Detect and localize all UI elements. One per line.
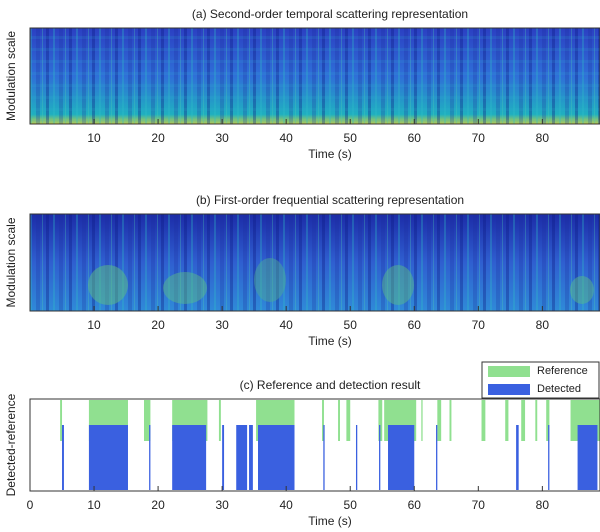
plot-frame — [29, 27, 600, 125]
event-interval — [355, 425, 358, 490]
x-tick-label: 50 — [344, 498, 358, 512]
event-interval — [379, 425, 381, 490]
x-axis-label: Time (s) — [308, 147, 352, 161]
chart-title: (b) First-order frequential scattering r… — [196, 193, 464, 207]
event-interval — [546, 400, 550, 441]
x-tick-label: 50 — [344, 318, 358, 332]
event-interval — [378, 400, 383, 441]
x-tick-label: 0 — [27, 498, 34, 512]
y-axis-label: Modulation scale — [4, 217, 18, 307]
x-axis-label: Time (s) — [308, 334, 352, 348]
x-axis-label: Time (s) — [308, 514, 352, 528]
legend-swatch — [488, 366, 530, 377]
x-tick-label: 70 — [472, 318, 486, 332]
event-interval — [516, 425, 519, 490]
x-tick-label: 80 — [536, 318, 550, 332]
x-tick-label: 60 — [408, 131, 422, 145]
event-interval — [258, 425, 295, 490]
heatmap-texture — [30, 28, 600, 311]
x-tick-label: 70 — [472, 498, 486, 512]
x-tick-label: 20 — [151, 131, 165, 145]
event-interval — [172, 425, 207, 490]
event-interval — [144, 400, 151, 441]
event-interval — [60, 400, 63, 441]
legend-label: Detected — [537, 383, 581, 395]
x-tick-label: 80 — [536, 131, 550, 145]
x-tick-label: 30 — [215, 318, 229, 332]
event-interval — [548, 425, 550, 490]
plot-frame — [29, 398, 600, 492]
event-interval — [322, 400, 324, 441]
event-interval — [421, 400, 423, 441]
x-tick-label: 70 — [472, 131, 486, 145]
event-interval — [481, 400, 486, 441]
x-tick-label: 30 — [215, 498, 229, 512]
x-tick-label: 40 — [280, 318, 294, 332]
event-interval — [236, 425, 248, 490]
event-interval — [449, 400, 452, 441]
legend-swatch — [488, 384, 530, 395]
x-tick-label: 50 — [344, 131, 358, 145]
x-tick-label: 10 — [87, 318, 101, 332]
event-interval — [323, 425, 325, 490]
x-tick-label: 80 — [536, 498, 550, 512]
event-interval — [388, 425, 415, 490]
x-tick-label: 20 — [151, 498, 165, 512]
x-tick-label: 60 — [408, 318, 422, 332]
event-interval — [149, 425, 151, 490]
event-interval — [338, 400, 340, 441]
x-tick-label: 20 — [151, 318, 165, 332]
event-interval — [505, 400, 509, 441]
y-axis-label: Detected-reference — [4, 393, 18, 496]
x-tick-label: 40 — [280, 131, 294, 145]
legend-label: Reference — [537, 365, 588, 377]
chart-title: (c) Reference and detection result — [240, 378, 421, 392]
plot-frame — [29, 213, 600, 312]
x-tick-label: 10 — [87, 131, 101, 145]
x-tick-label: 60 — [408, 498, 422, 512]
event-interval — [346, 400, 351, 441]
event-interval — [437, 400, 442, 441]
event-interval — [577, 425, 598, 490]
event-interval — [218, 400, 221, 441]
event-interval — [62, 425, 64, 490]
legend-box — [481, 361, 600, 399]
y-axis-label: Modulation scale — [4, 31, 18, 121]
event-interval — [521, 400, 526, 441]
chart-title: (a) Second-order temporal scattering rep… — [192, 7, 468, 21]
x-tick-label: 30 — [215, 131, 229, 145]
event-interval — [222, 425, 225, 490]
event-interval — [88, 425, 128, 490]
x-tick-label: 40 — [280, 498, 294, 512]
event-interval — [535, 400, 538, 441]
x-tick-label: 10 — [87, 498, 101, 512]
event-interval — [436, 425, 438, 490]
event-interval — [249, 425, 253, 490]
